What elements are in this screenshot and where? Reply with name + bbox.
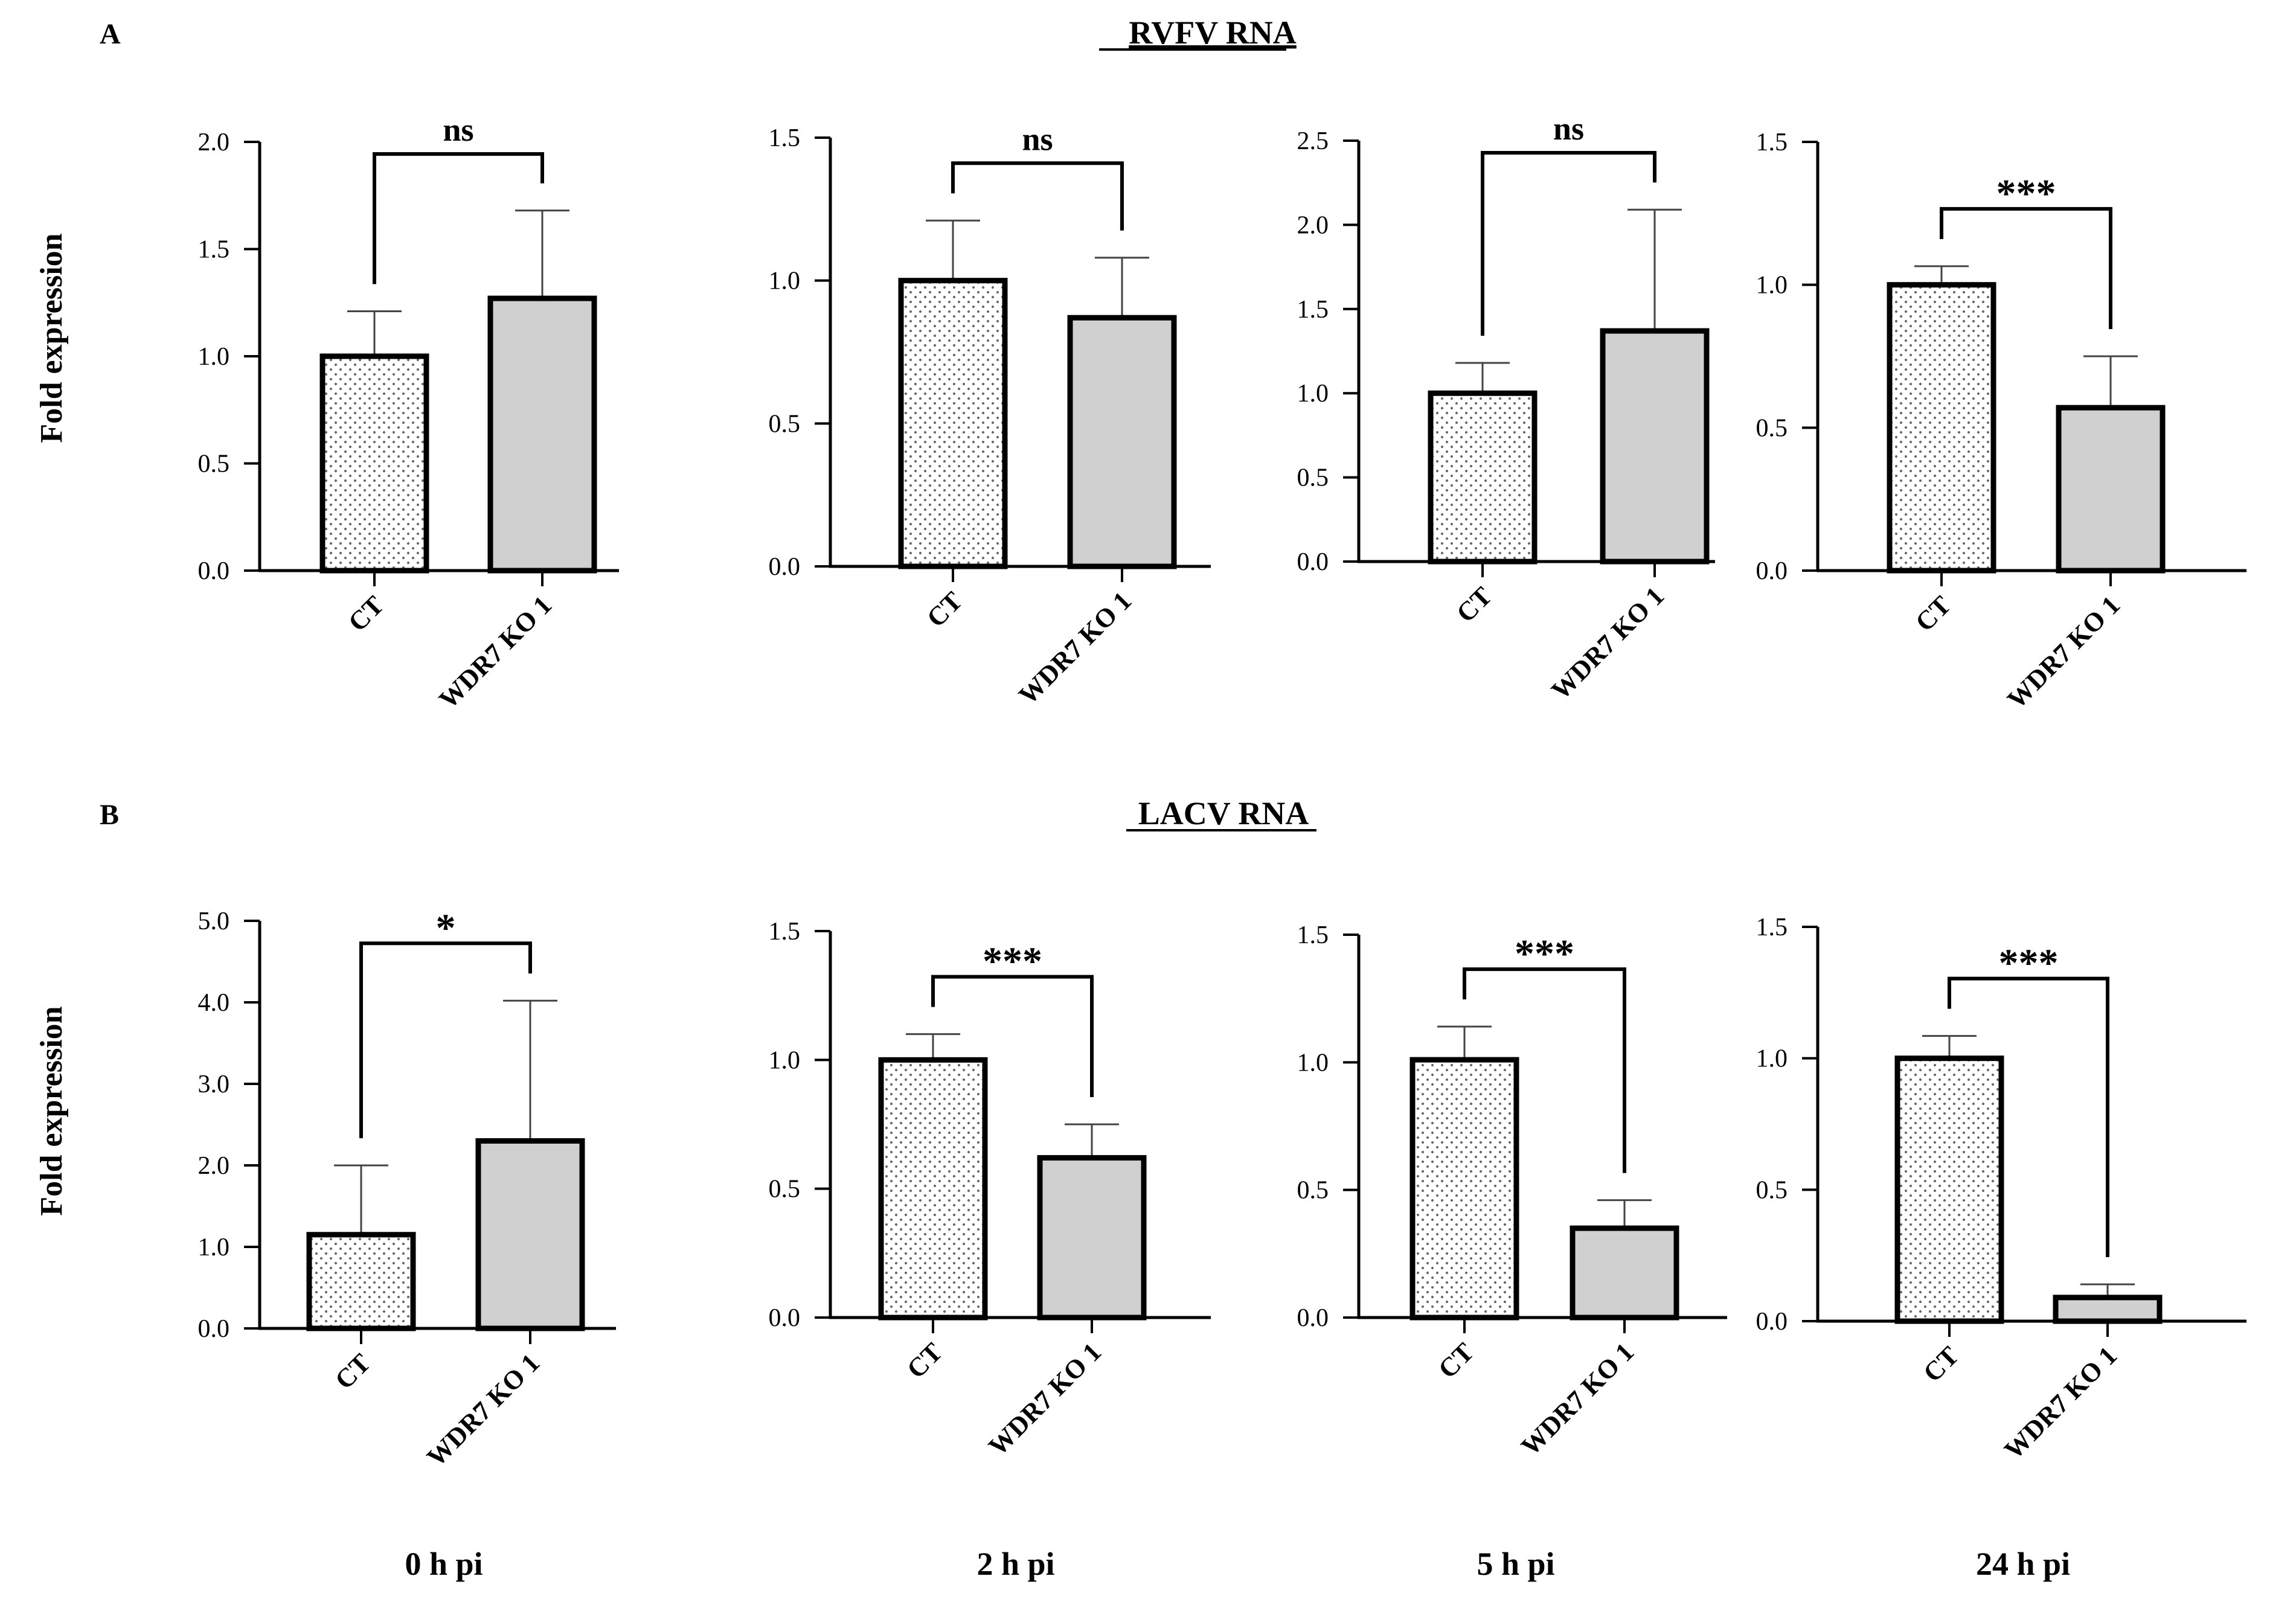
chart-7-ytick-label-3: 1.5 (1756, 914, 1788, 941)
panel-a-title: RVFV RNA (1129, 14, 1297, 51)
timepoint-label-0: 0 h pi (405, 1546, 483, 1582)
chart-6-xtick-label-0: CT (1432, 1337, 1480, 1384)
chart-2-ytick-label-2: 1.0 (1297, 380, 1329, 408)
chart-2-bar-0 (1428, 390, 1538, 565)
chart-7-ytick-label-1: 0.5 (1756, 1176, 1788, 1204)
chart-6-bar-1 (1570, 1225, 1679, 1321)
chart-3-ytick-label-3: 1.5 (1756, 129, 1788, 156)
chart-4-bar-1 (475, 1138, 585, 1331)
chart-6-significance-bracket (1463, 967, 1626, 1173)
chart-1-significance-label: ns (1022, 121, 1053, 157)
chart-3-xtick-label-1: WDR7 KO 1 (2001, 590, 2126, 714)
chart-7-significance-bracket (1948, 976, 2109, 1258)
chart-0-ytick-label-1: 0.5 (198, 450, 230, 478)
chart-5-bar-0 (878, 1057, 988, 1321)
chart-4-ytick-label-4: 4.0 (198, 989, 230, 1017)
ylabel-row-b: Fold expression (34, 1006, 69, 1215)
timepoint-label-2: 5 h pi (1477, 1546, 1554, 1582)
chart-7-ytick-label-0: 0.0 (1756, 1308, 1788, 1336)
chart-2-significance-label: ns (1553, 110, 1584, 147)
chart-7-significance-label: *** (1999, 941, 2059, 985)
chart-4-ytick-label-5: 5.0 (198, 908, 230, 935)
charts-group: 0.0 0.5 1.0 1.5 2.0 CT WDR7 KO 1 ns 0.0 0.5 1.0 1.5… (198, 110, 2246, 1472)
chart-0-xtick-label-1: WDR7 KO 1 (433, 590, 557, 714)
chart-6-significance-label: *** (1515, 932, 1574, 976)
chart-2-significance-bracket (1481, 151, 1656, 336)
chart-1-ytick-label-2: 1.0 (769, 267, 801, 295)
chart-7-bar-1 (2053, 1295, 2163, 1324)
chart-2-xtick-label-1: WDR7 KO 1 (1545, 581, 1670, 705)
chart-1-xtick-label-0: CT (921, 586, 968, 633)
chart-0-ytick-label-4: 2.0 (198, 129, 230, 156)
chart-6-ytick-label-1: 0.5 (1297, 1177, 1329, 1205)
chart-1-significance-bracket (951, 161, 1124, 231)
chart-3-ytick-label-1: 0.5 (1756, 414, 1788, 442)
chart-0-significance-bracket (373, 152, 544, 284)
chart-5-ytick-label-1: 0.5 (769, 1176, 801, 1203)
chart-2-ytick-label-1: 0.5 (1297, 464, 1329, 492)
panel-b-letter: B (100, 799, 119, 831)
chart-3-ytick-label-2: 1.0 (1756, 272, 1788, 299)
chart-1-ytick-label-0: 0.0 (769, 553, 801, 581)
timepoint-label-1: 2 h pi (976, 1546, 1054, 1582)
chart-5-significance-label: *** (983, 940, 1042, 984)
panel-b-title: LACV RNA (1138, 795, 1309, 831)
chart-5-significance-bracket (931, 975, 1094, 1097)
chart-6-ytick-label-2: 1.0 (1297, 1049, 1329, 1077)
chart-4-significance-bracket (359, 941, 532, 1138)
chart-0-ytick-label-3: 1.5 (198, 236, 230, 264)
chart-4-ytick-label-3: 3.0 (198, 1071, 230, 1098)
chart-6-ytick-label-0: 0.0 (1297, 1304, 1329, 1332)
chart-5-xtick-label-1: WDR7 KO 1 (983, 1337, 1107, 1461)
chart-4-significance-label: * (436, 906, 456, 950)
chart-5-ytick-label-3: 1.5 (769, 918, 801, 946)
chart-0-ytick-label-0: 0.0 (198, 557, 230, 585)
chart-6-bar-0 (1409, 1057, 1519, 1321)
chart-2-xtick-label-0: CT (1451, 581, 1498, 628)
ylabel-row-a: Fold expression (34, 233, 69, 443)
chart-2-bar-1 (1600, 328, 1710, 565)
chart-4-ytick-label-1: 1.0 (198, 1234, 230, 1261)
chart-3-ytick-label-0: 0.0 (1756, 557, 1788, 585)
chart-7-bar-0 (1894, 1055, 2004, 1324)
timepoint-label-3: 24 h pi (1976, 1546, 2070, 1582)
chart-3-significance-bracket (1940, 207, 2112, 329)
chart-5-ytick-label-0: 0.0 (769, 1304, 801, 1332)
chart-6-xtick-label-1: WDR7 KO 1 (1515, 1337, 1640, 1461)
chart-6-ytick-label-3: 1.5 (1297, 921, 1329, 949)
chart-3-bar-0 (1887, 282, 1996, 574)
chart-1-ytick-label-3: 1.5 (769, 124, 801, 152)
chart-7-xtick-label-1: WDR7 KO 1 (1998, 1340, 2123, 1465)
chart-7-xtick-label-0: CT (1917, 1340, 1964, 1388)
chart-2-ytick-label-0: 0.0 (1297, 548, 1329, 576)
panel-a-letter: A (100, 18, 121, 50)
chart-0-bar-1 (487, 295, 597, 574)
chart-2-ytick-label-4: 2.0 (1297, 211, 1329, 239)
chart-5-xtick-label-0: CT (901, 1337, 948, 1384)
chart-2-ytick-label-3: 1.5 (1297, 296, 1329, 324)
chart-7-ytick-label-2: 1.0 (1756, 1045, 1788, 1073)
chart-1-bar-1 (1067, 315, 1177, 569)
chart-2-ytick-label-5: 2.5 (1297, 127, 1329, 155)
chart-1-ytick-label-1: 0.5 (769, 410, 801, 438)
chart-3-bar-1 (2056, 405, 2166, 574)
chart-0-bar-0 (319, 353, 429, 574)
chart-4-ytick-label-2: 2.0 (198, 1152, 230, 1180)
chart-5-bar-1 (1037, 1155, 1147, 1321)
chart-4-bar-0 (306, 1232, 416, 1331)
chart-5-ytick-label-2: 1.0 (769, 1046, 801, 1074)
chart-0-xtick-label-0: CT (342, 590, 390, 637)
chart-3-xtick-label-0: CT (1910, 590, 1957, 637)
chart-1-bar-0 (898, 278, 1008, 569)
chart-4-ytick-label-0: 0.0 (198, 1315, 230, 1343)
chart-0-ytick-label-2: 1.0 (198, 343, 230, 371)
chart-1-xtick-label-1: WDR7 KO 1 (1013, 586, 1137, 710)
chart-4-xtick-label-0: CT (329, 1348, 376, 1395)
chart-3-significance-label: *** (1996, 171, 2056, 216)
chart-4-xtick-label-1: WDR7 KO 1 (421, 1348, 545, 1472)
chart-0-significance-label: ns (443, 112, 473, 148)
